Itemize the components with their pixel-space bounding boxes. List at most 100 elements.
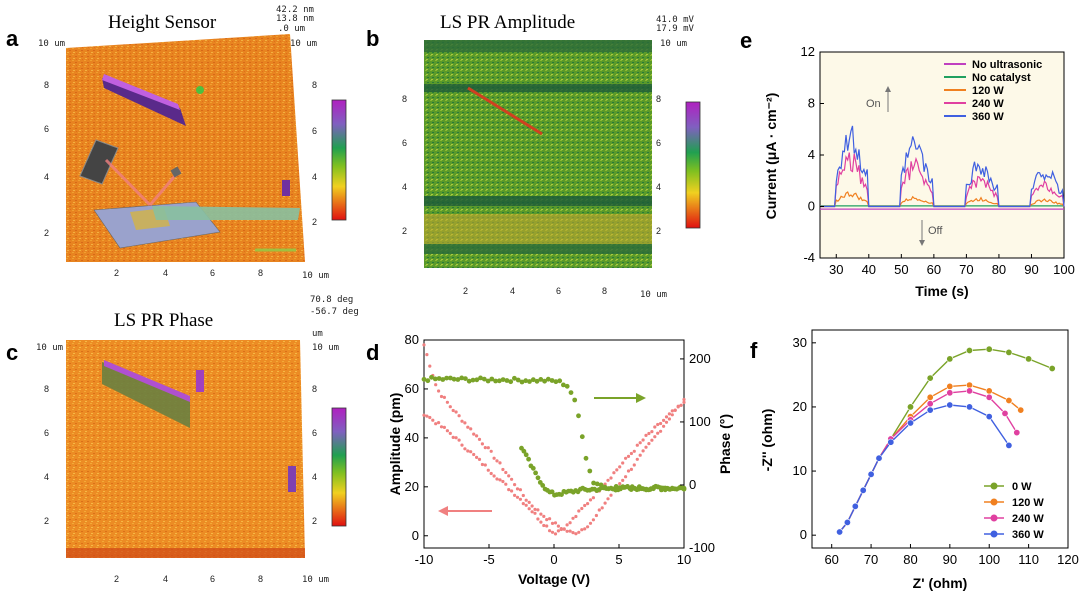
d-ylabel: Amplitude (pm) xyxy=(387,393,403,496)
d-point xyxy=(550,530,555,534)
d-point xyxy=(445,429,449,433)
d-point xyxy=(591,496,596,500)
d-point xyxy=(518,497,523,501)
f-point xyxy=(859,486,867,494)
f-point xyxy=(1001,409,1009,417)
d-point xyxy=(656,422,660,427)
d-point xyxy=(523,452,529,458)
d-point xyxy=(437,421,441,425)
d-point xyxy=(436,376,442,381)
d-point xyxy=(568,529,572,533)
d-point xyxy=(512,375,517,381)
d-point xyxy=(515,377,521,383)
d-point xyxy=(650,438,654,442)
afm-a-ytick-r: 4 xyxy=(312,172,317,182)
d-point xyxy=(571,516,575,520)
panel-b-title: LS PR Amplitude xyxy=(440,12,575,33)
d-point xyxy=(422,413,426,417)
d-point xyxy=(568,521,572,525)
phase-particle-right xyxy=(288,466,296,492)
d-point xyxy=(603,501,607,505)
e-xtick-label: 30 xyxy=(829,262,843,277)
panel-label-d: d xyxy=(366,340,379,365)
f-series-line xyxy=(839,404,1010,533)
d-point xyxy=(459,375,465,381)
panel-a-yticks-right: 2 4 6 8 xyxy=(312,80,317,227)
panel-c-range-bottom: -56.7 deg xyxy=(310,307,359,317)
inset-schematic xyxy=(79,139,300,249)
d-y2tick-label: 0 xyxy=(689,477,696,492)
d-point xyxy=(519,379,525,385)
d-point xyxy=(664,420,669,424)
d-point xyxy=(481,376,487,382)
d-point xyxy=(513,483,517,487)
f-point xyxy=(946,401,954,409)
afm-c-ytick: 2 xyxy=(44,516,49,526)
panel-c-title: LS PR Phase xyxy=(114,310,213,331)
phase-band xyxy=(66,548,305,558)
d-point xyxy=(621,461,625,465)
f-axes: 60 70 80 90 100 110 120 0 10 20 30 xyxy=(793,335,1079,567)
d-point xyxy=(507,474,511,478)
d-point xyxy=(656,431,660,435)
d-point xyxy=(568,390,574,395)
d-point xyxy=(586,502,590,506)
e-xtick-label: 60 xyxy=(927,262,941,277)
panel-a-range-bottom: 13.8 nm xyxy=(276,14,314,24)
d-point xyxy=(606,478,610,482)
f-ytick-label: 20 xyxy=(793,399,807,414)
panel-f: f 60 70 80 90 100 110 120 0 10 20 30 Z' (ohm) -Z''… xyxy=(750,329,1079,591)
d-point xyxy=(682,400,686,404)
f-point xyxy=(875,454,883,462)
d-point xyxy=(548,517,552,521)
amp-feature xyxy=(467,86,543,136)
d-point xyxy=(548,529,552,533)
e-ytick-label: 0 xyxy=(808,199,815,214)
f-ytick-label: 10 xyxy=(793,463,807,478)
d-point xyxy=(644,445,648,449)
d-ytick-label: 80 xyxy=(405,332,419,347)
d-point xyxy=(489,471,493,476)
afm-b-ytick-r: 4 xyxy=(656,182,661,192)
d-point xyxy=(489,449,493,453)
d-point xyxy=(425,378,431,384)
f-point xyxy=(926,406,934,414)
d-point xyxy=(624,475,628,479)
d-xtick-label: 10 xyxy=(677,552,691,567)
afm-b-ytick-r: 8 xyxy=(656,94,661,104)
d-point xyxy=(472,432,476,436)
d-point xyxy=(638,441,642,445)
f-ylabel: -Z'' (ohm) xyxy=(759,409,775,472)
d-point xyxy=(530,465,536,471)
panel-a-range-top: 42.2 nm xyxy=(276,5,314,15)
d-point xyxy=(470,377,476,383)
d-point xyxy=(626,454,631,458)
afm-c-ytick: 6 xyxy=(44,428,49,438)
f-point xyxy=(926,393,934,401)
d-point xyxy=(650,430,654,434)
d-ytick-label: 20 xyxy=(405,479,419,494)
d-y2tick-label: 100 xyxy=(689,414,711,429)
f-point xyxy=(946,389,954,397)
d-point xyxy=(451,435,455,439)
e-xlabel: Time (s) xyxy=(915,283,968,299)
d-point xyxy=(606,497,610,501)
d-point xyxy=(542,514,546,519)
d-point xyxy=(583,503,587,508)
afm-a-ytick: 6 xyxy=(44,124,49,134)
d-point xyxy=(469,450,473,454)
d-point xyxy=(466,378,472,384)
f-point xyxy=(985,345,993,353)
d-point xyxy=(448,405,452,409)
panel-e: e 30 40 50 60 70 80 90 100 -4 0 4 8 12 Time (s) Curr… xyxy=(740,28,1075,299)
d-point xyxy=(445,400,449,404)
d-point xyxy=(442,425,446,429)
panel-b-range-bottom: 17.9 mV xyxy=(656,24,695,34)
afm-c-ytick-r: 8 xyxy=(312,384,317,394)
d-point xyxy=(538,377,544,382)
d-point xyxy=(662,424,666,428)
d-point xyxy=(475,455,479,459)
f-point xyxy=(965,403,973,411)
d-point xyxy=(526,456,531,462)
